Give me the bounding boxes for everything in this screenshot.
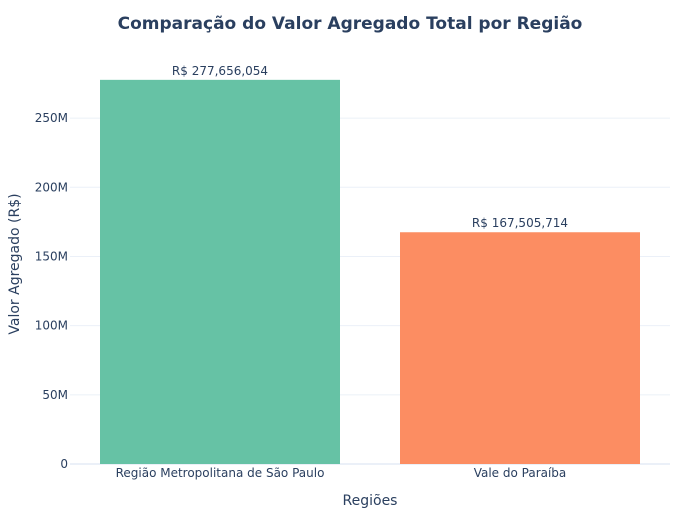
x-axis-ticks: Região Metropolitana de São Paulo Vale do… <box>116 466 567 480</box>
x-axis-title: Regiões <box>343 493 398 509</box>
y-tick-label: 50M <box>42 388 68 402</box>
bars <box>100 79 640 464</box>
data-labels: R$ 277,656,054 R$ 167,505,714 <box>172 64 568 230</box>
y-tick-label: 200M <box>35 180 68 194</box>
y-axis-title: Valor Agregado (R$) <box>7 193 23 334</box>
bar-value-label: R$ 167,505,714 <box>472 216 568 230</box>
chart-title: Comparação do Valor Agregado Total por R… <box>118 14 583 34</box>
x-tick-label: Vale do Paraíba <box>474 466 567 480</box>
y-tick-label: 150M <box>35 249 68 263</box>
x-tick-label: Região Metropolitana de São Paulo <box>116 466 325 480</box>
bar-value-label: R$ 277,656,054 <box>172 64 268 78</box>
y-tick-label: 250M <box>35 111 68 125</box>
y-axis-ticks: 0 50M 100M 150M 200M 250M <box>35 111 68 471</box>
y-tick-label: 100M <box>35 319 68 333</box>
bar <box>400 232 640 464</box>
y-tick-label: 0 <box>60 457 68 471</box>
bar <box>100 79 340 464</box>
